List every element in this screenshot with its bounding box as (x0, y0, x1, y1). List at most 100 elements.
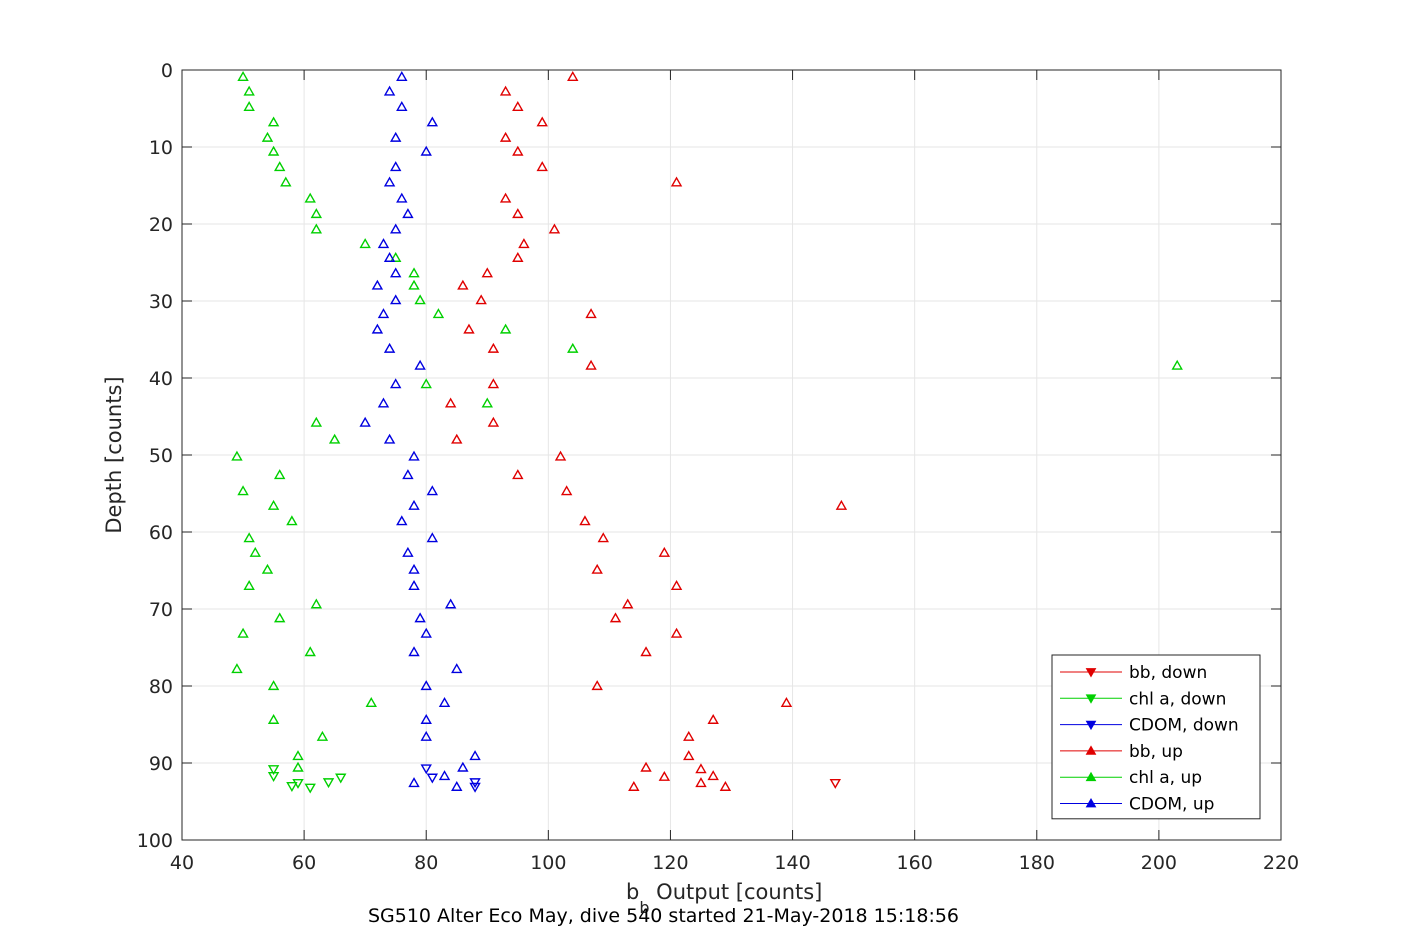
data-point-chl-a-up (365, 697, 377, 708)
data-point-cdom-up (383, 176, 396, 187)
data-point-bb-up (536, 161, 548, 172)
data-point-bb-up (658, 546, 671, 557)
data-point-bb-up (548, 223, 561, 234)
data-point-cdom-up (457, 761, 469, 772)
x-tick-label: 160 (897, 852, 933, 874)
data-point-bb-up (670, 579, 683, 590)
legend-label-cdom-down: CDOM, down (1129, 716, 1239, 736)
legend-marker-chl-a-down (1085, 694, 1097, 704)
data-point-cdom-up (402, 546, 414, 557)
legend-label-bb-down: bb, down (1129, 663, 1207, 683)
data-point-bb-up (512, 469, 524, 480)
data-point-cdom-up (389, 378, 402, 389)
data-point-chl-a-up (408, 279, 420, 290)
data-point-chl-a-up (237, 71, 249, 82)
legend-label-bb-up: bb, up (1129, 742, 1183, 762)
x-tick-label: 140 (774, 852, 810, 874)
legend-label-cdom-up: CDOM, up (1129, 795, 1214, 815)
data-point-chl-a-up (243, 85, 255, 96)
data-point-chl-a-up (414, 294, 426, 305)
x-axis-label-subscript: b (639, 898, 649, 917)
data-point-cdom-up (389, 131, 402, 142)
data-point-chl-a-up (420, 378, 432, 389)
data-point-cdom-up (389, 267, 402, 278)
data-point-cdom-up (438, 770, 451, 781)
legend-marker-bb-up (1085, 745, 1097, 755)
data-point-chl-a-up (408, 267, 420, 278)
x-tick-label: 60 (292, 852, 316, 874)
x-tick-label: 80 (414, 852, 438, 874)
data-point-chl-a-up (231, 450, 243, 461)
data-point-cdom-up (426, 485, 439, 496)
y-tick-label: 0 (161, 60, 173, 82)
data-point-cdom-up (444, 598, 457, 609)
data-point-cdom-up (408, 579, 420, 590)
data-point-cdom-up (420, 627, 432, 638)
y-tick-label: 100 (137, 830, 173, 852)
x-tick-label: 180 (1019, 852, 1055, 874)
legend: bb, down chl a, down CDOM, down bb, up chl a… (1051, 654, 1261, 820)
data-point-cdom-up (402, 469, 414, 480)
y-tick-label: 20 (149, 214, 173, 236)
data-point-cdom-up (396, 71, 408, 82)
data-point-cdom-down (426, 773, 439, 784)
data-point-cdom-up (377, 308, 390, 319)
data-point-chl-a-up (359, 238, 371, 249)
data-point-cdom-up (438, 697, 451, 708)
x-tick-label: 220 (1263, 852, 1299, 874)
data-point-cdom-up (451, 663, 463, 674)
data-point-chl-a-down (286, 782, 298, 793)
data-point-bb-up (683, 730, 695, 741)
y-axis-label: Depth [counts] (102, 376, 126, 533)
data-point-bb-up (628, 780, 640, 791)
data-point-chl-a-up (243, 532, 255, 543)
data-point-bb-up (707, 770, 719, 781)
data-point-chl-a-up (328, 433, 341, 444)
data-point-chl-a-up (292, 761, 304, 772)
data-point-cdom-up (408, 777, 420, 788)
legend-marker-cdom-up (1085, 797, 1097, 808)
data-point-bb-up (487, 342, 500, 353)
x-axis-label: bb Output [counts] (626, 880, 822, 917)
x-axis-label-rest: Output [counts] (650, 880, 823, 904)
data-point-bb-up (481, 267, 493, 278)
y-tick-label: 10 (149, 137, 173, 159)
x-tick-label: 100 (530, 852, 566, 874)
data-markers (231, 71, 1183, 794)
data-point-cdom-up (377, 397, 390, 408)
data-point-cdom-up (408, 563, 420, 574)
data-point-bb-up (567, 71, 579, 82)
data-point-cdom-up (396, 101, 408, 112)
data-point-bb-up (585, 359, 597, 370)
data-point-chl-a-up (304, 192, 316, 203)
data-point-chl-a-down (322, 778, 335, 789)
legend-label-chl-a-up: chl a, up (1129, 768, 1202, 788)
data-point-bb-up (707, 713, 719, 724)
data-point-cdom-up (469, 750, 481, 761)
data-point-chl-a-up (567, 342, 579, 353)
data-point-cdom-up (414, 359, 426, 370)
data-point-chl-a-up (273, 161, 286, 172)
y-tick-label: 70 (149, 599, 173, 621)
x-tick-label: 200 (1141, 852, 1177, 874)
data-point-bb-up (670, 176, 683, 187)
data-point-bb-down (829, 778, 842, 789)
grid-lines (182, 70, 1281, 840)
data-point-bb-up (835, 499, 848, 510)
data-point-chl-a-up (310, 223, 323, 234)
data-point-bb-up (597, 532, 609, 543)
y-tick-label: 30 (149, 291, 173, 313)
data-point-cdom-up (383, 342, 396, 353)
data-point-chl-a-up (267, 713, 280, 724)
data-point-bb-up (463, 323, 475, 334)
data-point-bb-up (499, 192, 512, 203)
data-point-cdom-up (420, 713, 432, 724)
data-point-chl-a-up (286, 515, 298, 526)
data-point-bb-up (554, 450, 567, 461)
data-point-chl-a-up (389, 251, 402, 262)
data-point-chl-a-up (304, 646, 316, 657)
data-point-bb-up (591, 563, 603, 574)
data-point-bb-up (536, 116, 548, 127)
data-point-cdom-up (408, 450, 420, 461)
